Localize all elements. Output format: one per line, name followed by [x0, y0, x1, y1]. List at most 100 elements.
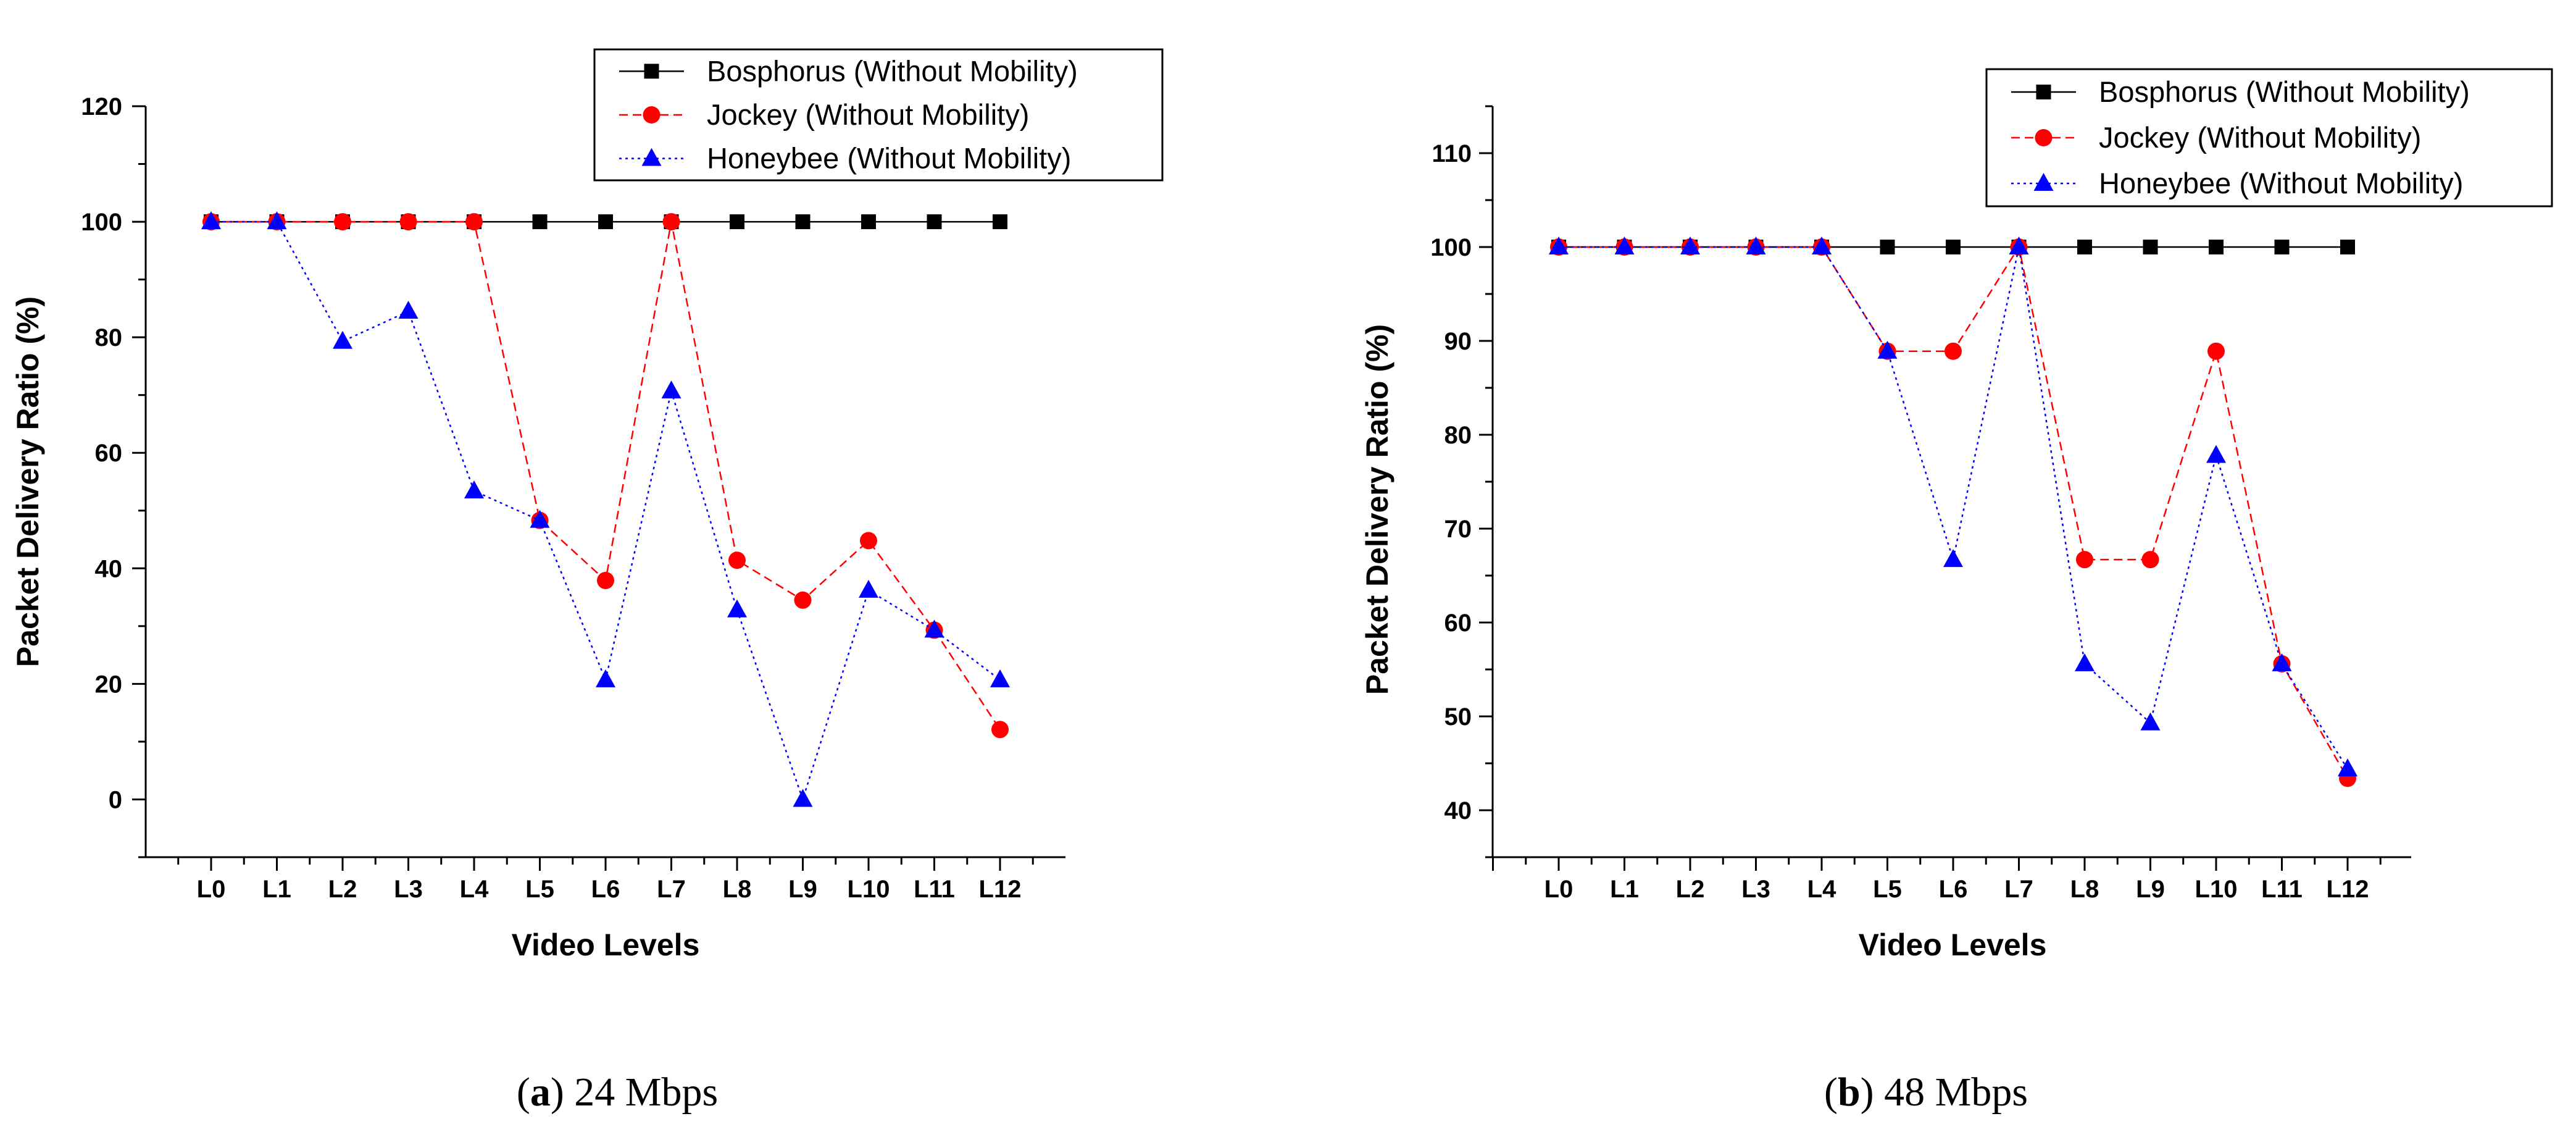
- data-point: [2076, 551, 2093, 569]
- data-point: [2143, 240, 2158, 254]
- data-point: [1946, 240, 1961, 254]
- data-point: [1943, 549, 1963, 568]
- legend-marker: [644, 64, 659, 79]
- series-line: [1559, 246, 2349, 769]
- x-tick-label: L10: [2195, 876, 2238, 903]
- x-axis-title: Video Levels: [512, 928, 700, 962]
- data-point: [465, 213, 483, 231]
- y-tick-label: 70: [1444, 516, 1472, 543]
- x-tick-label: L3: [1741, 876, 1770, 903]
- data-point: [1614, 237, 1635, 254]
- data-point: [730, 214, 744, 230]
- legend-label: Bosphorus (Without Mobility): [707, 54, 1078, 87]
- x-tick-label: L1: [1610, 876, 1639, 903]
- y-tick-label: 100: [1430, 234, 1472, 261]
- x-tick-label: L4: [460, 876, 489, 903]
- data-point: [596, 669, 615, 687]
- series-line: [211, 220, 1001, 730]
- data-point: [727, 599, 747, 618]
- y-tick-label: 90: [1444, 328, 1472, 355]
- series-line: [211, 220, 1001, 802]
- data-point: [532, 214, 548, 230]
- legend-marker: [643, 106, 661, 124]
- data-point: [2009, 237, 2029, 254]
- data-point: [2140, 712, 2161, 731]
- data-point: [793, 789, 813, 807]
- y-axis-title: Packet Delivery Ratio (%): [1360, 324, 1394, 695]
- y-tick-label: 120: [81, 93, 122, 120]
- y-tick-label: 100: [81, 209, 122, 236]
- x-tick-label: L10: [848, 876, 890, 903]
- x-tick-label: L9: [788, 876, 817, 903]
- x-tick-label: L4: [1807, 876, 1836, 903]
- data-point: [2209, 240, 2224, 254]
- data-point: [861, 214, 876, 230]
- data-point: [2272, 653, 2292, 671]
- legend-marker: [2035, 129, 2053, 146]
- x-tick-label: L9: [2136, 876, 2165, 903]
- data-point: [2207, 342, 2225, 360]
- series-1: [1550, 238, 2356, 787]
- x-tick-label: L0: [197, 876, 226, 903]
- y-tick-label: 20: [95, 671, 123, 698]
- y-axis-title: Packet Delivery Ratio (%): [10, 296, 45, 667]
- x-tick-label: L11: [2261, 876, 2303, 903]
- data-point: [662, 213, 680, 231]
- data-point: [859, 579, 878, 598]
- y-tick-label: 40: [95, 555, 123, 582]
- chart-panel-a: 0 20 40 60 80 100 120 L0 L1 L2 L3 L4 L5 L6 L7 L8 L9 L10 L1…: [10, 48, 1164, 1115]
- legend-label: Honeybee (Without Mobility): [707, 142, 1071, 175]
- x-tick-label: L11: [914, 876, 955, 903]
- caption-paren-open: (: [517, 1070, 530, 1115]
- y-tick-label: 80: [95, 324, 123, 351]
- data-point: [1877, 340, 1898, 359]
- x-axis-title: Video Levels: [1859, 928, 2047, 962]
- legend-marker: [2033, 173, 2054, 191]
- y-tick-label: 50: [1444, 703, 1472, 731]
- x-tick-label: L7: [657, 876, 686, 903]
- series-1: [202, 213, 1009, 739]
- caption-text: 24 Mbps: [574, 1070, 718, 1115]
- y-tick-label: 60: [95, 440, 123, 467]
- legend-label: Honeybee (Without Mobility): [2099, 167, 2463, 199]
- x-tick-label: L5: [525, 876, 554, 903]
- y-tick-label: 0: [109, 786, 122, 813]
- x-tick-label: L7: [2004, 876, 2033, 903]
- series-line: [1559, 245, 2349, 779]
- data-point: [2338, 758, 2357, 777]
- x-tick-label: L12: [2327, 876, 2369, 903]
- data-point: [267, 211, 287, 230]
- data-point: [2141, 551, 2159, 569]
- data-point: [993, 214, 1007, 230]
- data-point: [333, 330, 352, 349]
- legend: Bosphorus (Without Mobility) Jockey (With…: [593, 48, 1164, 182]
- data-point: [1945, 342, 1962, 360]
- x-tick-label: L2: [328, 876, 357, 903]
- data-point: [2340, 240, 2355, 254]
- data-point: [1880, 240, 1895, 254]
- data-point: [728, 551, 746, 569]
- chart-panel-b: 40 50 60 70 80 90 100 110 L0 L1 L2 L3 L4 L5 L6 L7 L8 L9 L1…: [1360, 68, 2553, 1115]
- data-point: [860, 532, 877, 550]
- legend-label: Jockey (Without Mobility): [707, 98, 1029, 131]
- series-2: [1549, 237, 2357, 777]
- x-tick-label: L0: [1544, 876, 1574, 903]
- data-point: [2274, 240, 2290, 254]
- figure-caption: (a) 24 Mbps: [517, 1070, 718, 1115]
- legend: Bosphorus (Without Mobility) Jockey (With…: [1985, 68, 2553, 208]
- caption-letter: a: [530, 1070, 551, 1115]
- x-tick-label: L8: [723, 876, 752, 903]
- data-point: [1549, 237, 1569, 254]
- series-2: [201, 211, 1010, 807]
- data-point: [464, 480, 484, 498]
- data-point: [399, 213, 417, 231]
- data-point: [598, 214, 613, 230]
- data-point: [530, 509, 550, 528]
- data-point: [795, 214, 811, 230]
- y-tick-label: 40: [1444, 797, 1472, 824]
- legend-box: [593, 48, 1164, 182]
- data-point: [990, 669, 1010, 687]
- x-tick-label: L2: [1676, 876, 1705, 903]
- data-point: [597, 571, 614, 589]
